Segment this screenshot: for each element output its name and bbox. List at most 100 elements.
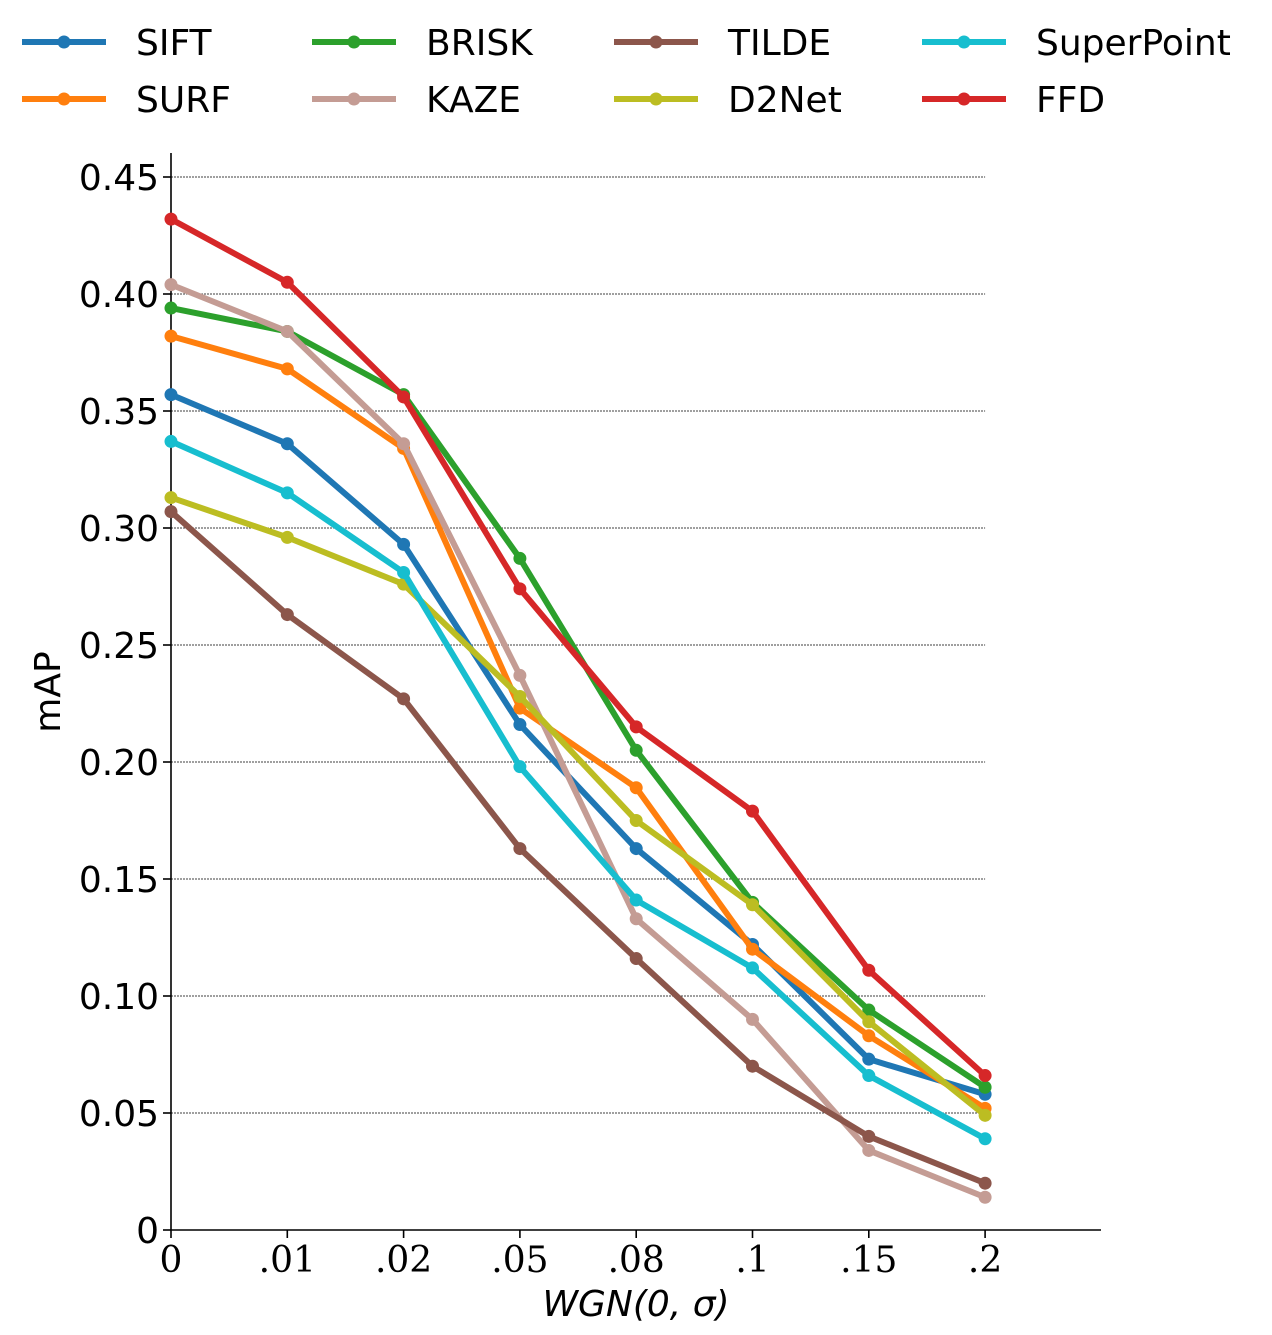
grid bbox=[171, 176, 986, 1114]
legend-item: D2Net bbox=[614, 80, 842, 121]
legend-label: TILDE bbox=[727, 23, 831, 64]
y-tick-label: 0.15 bbox=[79, 860, 159, 901]
data-point bbox=[978, 1190, 992, 1204]
x-tick-label: .08 bbox=[608, 1240, 665, 1281]
data-point bbox=[513, 551, 527, 565]
data-point bbox=[862, 1143, 876, 1157]
series-d2net bbox=[164, 491, 992, 1122]
data-point bbox=[978, 1080, 992, 1094]
x-tick-label: .05 bbox=[491, 1240, 548, 1281]
legend-marker bbox=[957, 35, 971, 49]
legend-marker bbox=[649, 92, 663, 106]
data-point bbox=[862, 963, 876, 977]
data-point bbox=[280, 362, 294, 376]
data-point bbox=[978, 1176, 992, 1190]
data-point bbox=[164, 212, 178, 226]
series-line bbox=[168, 333, 989, 1112]
data-point bbox=[862, 1052, 876, 1066]
data-point bbox=[513, 668, 527, 682]
series-line bbox=[168, 216, 989, 1079]
x-tick-label: .15 bbox=[840, 1240, 897, 1281]
y-tick-label: 0.05 bbox=[79, 1094, 159, 1135]
data-point bbox=[746, 942, 759, 956]
legend-marker bbox=[649, 35, 663, 49]
data-point bbox=[862, 1129, 876, 1143]
data-point bbox=[862, 1029, 876, 1043]
legend-label: FFD bbox=[1036, 80, 1105, 121]
x-tick-label: 0 bbox=[160, 1240, 183, 1281]
series-kaze bbox=[164, 278, 992, 1204]
data-point bbox=[397, 565, 411, 579]
legend-marker bbox=[57, 92, 71, 106]
legend-marker bbox=[957, 92, 971, 106]
legend-marker bbox=[57, 35, 71, 49]
series-line bbox=[168, 438, 989, 1142]
data-point bbox=[280, 437, 294, 451]
series-tilde bbox=[164, 505, 992, 1190]
x-tick-label: .2 bbox=[968, 1240, 1002, 1281]
legend-label: SuperPoint bbox=[1036, 23, 1231, 64]
legend-item: FFD bbox=[922, 80, 1105, 121]
series-ffd bbox=[164, 212, 992, 1083]
data-point bbox=[629, 952, 643, 966]
legend-label: BRISK bbox=[426, 23, 534, 64]
data-point bbox=[164, 329, 178, 343]
data-point bbox=[629, 781, 643, 795]
data-point bbox=[629, 893, 643, 907]
data-point bbox=[746, 1059, 759, 1073]
data-point bbox=[280, 324, 294, 338]
x-tick-label: .1 bbox=[735, 1240, 769, 1281]
data-point bbox=[280, 486, 294, 500]
data-point bbox=[513, 842, 527, 856]
data-point bbox=[164, 388, 178, 402]
data-point bbox=[629, 814, 643, 827]
data-point bbox=[397, 537, 411, 551]
legend-item: SURF bbox=[22, 80, 231, 121]
legend-item: BRISK bbox=[312, 23, 534, 64]
y-axis-label: mAP bbox=[28, 651, 69, 732]
legend-label: SURF bbox=[136, 80, 231, 121]
legend: SIFT SURF BRISK KAZE TILDE D2Net SuperPoint FFD bbox=[22, 23, 1231, 121]
data-point bbox=[164, 278, 178, 292]
y-tick-label: 0.35 bbox=[79, 392, 159, 433]
y-tick-label: 0.30 bbox=[79, 509, 159, 550]
legend-label: KAZE bbox=[426, 80, 521, 121]
x-tick-label: .02 bbox=[375, 1240, 432, 1281]
data-point bbox=[746, 1012, 759, 1026]
x-axis-label: WGN(0, σ) bbox=[542, 1284, 729, 1325]
data-point bbox=[164, 491, 178, 505]
x-tick-label: .01 bbox=[259, 1240, 316, 1281]
series-line bbox=[168, 494, 989, 1119]
data-point bbox=[280, 275, 294, 289]
data-point bbox=[280, 608, 294, 622]
data-point bbox=[746, 804, 759, 818]
data-point bbox=[862, 1015, 876, 1029]
data-point bbox=[978, 1108, 992, 1122]
y-tick-label: 0.40 bbox=[79, 275, 159, 316]
data-point bbox=[397, 390, 411, 404]
data-point bbox=[862, 1069, 876, 1083]
legend-label: SIFT bbox=[136, 23, 213, 64]
data-point bbox=[164, 434, 178, 448]
data-point bbox=[513, 689, 527, 703]
data-point bbox=[397, 692, 411, 706]
legend-marker bbox=[347, 35, 361, 49]
data-point bbox=[280, 530, 294, 544]
legend-item: KAZE bbox=[312, 80, 521, 121]
data-point bbox=[513, 582, 527, 596]
data-point bbox=[978, 1132, 992, 1146]
series-line bbox=[168, 508, 989, 1187]
y-tick-label: 0.10 bbox=[79, 977, 159, 1018]
y-tick-label: 0.45 bbox=[79, 158, 159, 199]
data-point bbox=[746, 961, 759, 975]
data-point bbox=[513, 760, 527, 774]
data-point bbox=[629, 842, 643, 856]
data-point bbox=[629, 912, 643, 926]
data-point bbox=[513, 718, 527, 732]
legend-marker bbox=[347, 92, 361, 106]
series-superpoint bbox=[164, 434, 992, 1146]
data-point bbox=[164, 301, 178, 315]
legend-label: D2Net bbox=[728, 80, 842, 121]
data-point bbox=[513, 701, 527, 715]
